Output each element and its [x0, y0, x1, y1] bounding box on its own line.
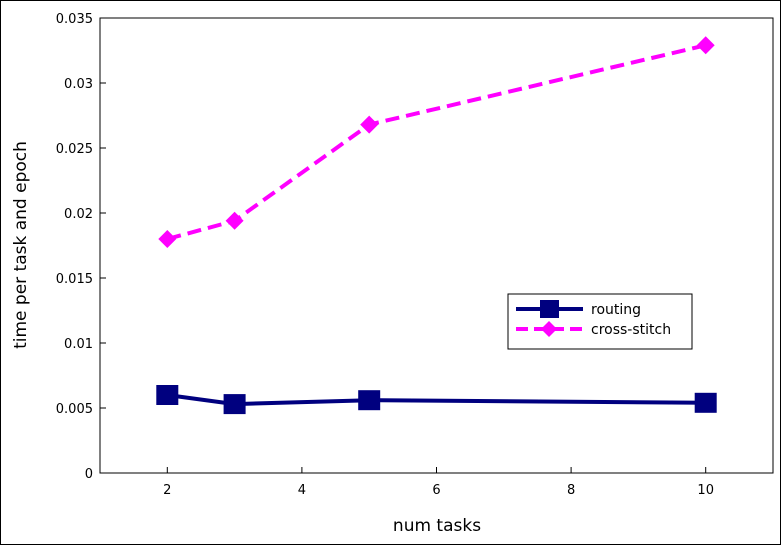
series-line-cross-stitch: [166, 43, 707, 241]
plot-area: [99, 17, 774, 474]
data-point-routing: [223, 394, 246, 415]
legend-label-routing: routing: [591, 302, 641, 318]
x-axis-label: num tasks: [393, 516, 481, 536]
legend-label-cross-stitch: cross-stitch: [591, 322, 671, 338]
y-tick-label: 0.035: [56, 12, 93, 27]
y-tick-label: 0.02: [64, 207, 93, 222]
y-tick-label: 0: [85, 467, 93, 482]
y-tick-label: 0.005: [56, 402, 93, 417]
x-tick-label: 10: [697, 483, 714, 498]
series-routing: [156, 385, 717, 415]
series-line-routing: [167, 393, 706, 407]
y-tick-label: 0.03: [64, 77, 93, 92]
legend-marker-cross-stitch: [541, 321, 557, 337]
series-cross-stitch: [158, 36, 715, 248]
legend-box: [507, 293, 693, 350]
data-point-cross-stitch: [696, 36, 715, 55]
x-tick-label: 8: [567, 483, 575, 498]
data-point-routing: [358, 390, 381, 411]
y-axis-label: time per task and epoch: [11, 141, 31, 349]
x-tick-label: 2: [163, 483, 171, 498]
x-tick-label: 6: [432, 483, 440, 498]
y-tick-label: 0.01: [64, 337, 93, 352]
y-tick-label: 0.015: [56, 272, 93, 287]
legend-marker-routing: [540, 300, 559, 318]
data-point-routing: [694, 392, 717, 413]
data-point-cross-stitch: [158, 230, 177, 248]
y-tick-label: 0.025: [56, 142, 93, 157]
legend: routing cross-stitch: [507, 293, 693, 350]
data-point-cross-stitch: [360, 115, 379, 134]
data-point-routing: [156, 385, 179, 405]
data-point-cross-stitch: [225, 211, 244, 230]
x-tick-label: 4: [298, 483, 306, 498]
